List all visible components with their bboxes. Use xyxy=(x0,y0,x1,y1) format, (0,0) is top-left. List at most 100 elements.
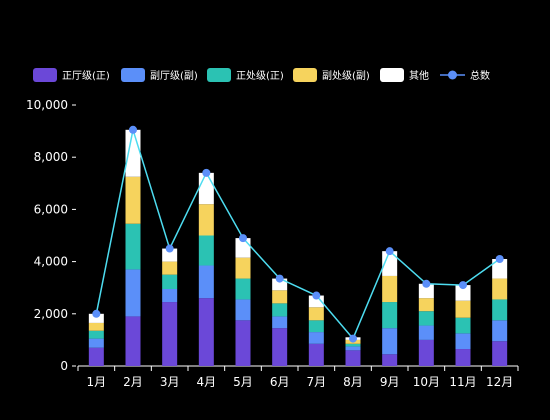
bar-segment-5-10 xyxy=(418,283,434,299)
total-point xyxy=(422,279,431,288)
legend-swatch-2 xyxy=(121,68,145,82)
bar-segment-4-2 xyxy=(125,176,141,224)
bar-segment-4-4 xyxy=(198,204,214,236)
bar-segment-5-9 xyxy=(382,251,398,276)
bar-segment-5-12 xyxy=(492,258,508,279)
x-tick-label: 9月 xyxy=(380,375,400,389)
bar-segment-5-7 xyxy=(308,295,324,308)
bar-segment-3-6 xyxy=(272,303,288,317)
bar-segment-4-12 xyxy=(492,278,508,300)
total-line xyxy=(92,125,504,343)
bar-segment-1-12 xyxy=(492,341,508,366)
bar-segment-2-3 xyxy=(162,289,178,303)
x-tick-label: 10月 xyxy=(413,375,440,389)
bar-segment-2-2 xyxy=(125,269,141,317)
bar-segment-4-7 xyxy=(308,307,324,321)
legend-label-2: 副厅级(副) xyxy=(150,70,198,82)
bar-segment-2-11 xyxy=(455,333,471,350)
total-line-path xyxy=(95,129,501,341)
legend-swatch-3 xyxy=(207,68,231,82)
bar-segment-3-1 xyxy=(88,330,104,339)
legend-label-total: 总数 xyxy=(470,69,490,82)
bar-segment-5-1 xyxy=(88,313,104,323)
bar-segment-4-9 xyxy=(382,275,398,303)
y-tick-label: 4,000 xyxy=(34,255,68,269)
y-tick-label: 2,000 xyxy=(34,307,68,321)
bar-segment-1-5 xyxy=(235,320,251,366)
bar-segment-5-3 xyxy=(162,248,178,262)
bar-segment-4-5 xyxy=(235,257,251,279)
bar-segment-4-6 xyxy=(272,290,288,304)
total-point xyxy=(129,125,137,134)
total-point xyxy=(202,168,211,177)
bar-segment-5-11 xyxy=(455,285,471,301)
bar-segment-2-8 xyxy=(345,346,361,351)
bar-segment-1-9 xyxy=(382,354,398,366)
bar-segment-4-1 xyxy=(88,322,104,331)
legend-swatch-5 xyxy=(380,68,404,82)
bar-segment-2-9 xyxy=(382,328,398,355)
bar-segment-2-12 xyxy=(492,320,508,342)
x-tick-label: 11月 xyxy=(449,375,476,389)
bar-segment-1-6 xyxy=(272,328,288,366)
y-tick-label: 0 xyxy=(60,359,68,373)
bar-segment-3-7 xyxy=(308,320,324,333)
bar-segment-2-7 xyxy=(308,332,324,344)
x-tick-label: 6月 xyxy=(270,375,290,389)
x-tick-label: 7月 xyxy=(307,375,327,389)
bar-segment-4-3 xyxy=(162,261,178,275)
x-tick-label: 5月 xyxy=(233,375,253,389)
y-tick-label: 8,000 xyxy=(34,150,68,164)
bar-segment-3-2 xyxy=(125,223,141,270)
legend-marker-total xyxy=(448,70,457,80)
legend-label-5: 其他 xyxy=(409,69,429,82)
x-tick-label: 8月 xyxy=(343,375,363,389)
bar-segment-3-5 xyxy=(235,278,251,300)
legend: 正厅级(正) 副厅级(副) 正处级(正) 副处级(副) 其他 总数 xyxy=(33,68,490,82)
bar-segment-1-7 xyxy=(308,343,324,366)
x-tick-label: 2月 xyxy=(123,375,143,389)
bar-segment-4-11 xyxy=(455,300,471,318)
bar-segment-1-4 xyxy=(198,298,214,366)
total-point xyxy=(312,291,321,300)
y-tick-label: 6,000 xyxy=(34,202,68,216)
legend-label-3: 正处级(正) xyxy=(236,70,284,82)
bar-segment-1-2 xyxy=(125,316,141,366)
bar-segment-1-11 xyxy=(455,349,471,366)
legend-swatch-1 xyxy=(33,68,57,82)
y-axis: 0 2,000 4,000 6,000 8,000 10,000 xyxy=(26,98,76,373)
total-point xyxy=(349,334,357,343)
total-point xyxy=(165,244,174,253)
bar-segment-3-11 xyxy=(455,317,471,334)
legend-swatch-4 xyxy=(293,68,317,82)
x-tick-label: 4月 xyxy=(197,375,217,389)
bar-segment-2-10 xyxy=(418,325,434,340)
bar-segment-3-9 xyxy=(382,302,398,329)
legend-label-1: 正厅级(正) xyxy=(62,70,110,82)
total-point xyxy=(239,234,247,243)
bar-segment-3-12 xyxy=(492,299,508,321)
total-point xyxy=(459,281,467,290)
bar-segment-3-3 xyxy=(162,274,178,290)
bar-segment-1-1 xyxy=(88,347,104,366)
x-tick-label: 12月 xyxy=(486,375,513,389)
x-tick-label: 1月 xyxy=(87,375,107,389)
x-axis: 1月 2月 3月 4月 5月 6月 7月 8月 9月 10月 11月 12月 xyxy=(77,365,519,389)
bar-segment-2-5 xyxy=(235,299,251,321)
y-tick-label: 10,000 xyxy=(26,98,68,112)
total-point xyxy=(92,309,101,318)
total-point xyxy=(385,247,394,256)
bar-segment-1-8 xyxy=(345,350,361,366)
total-point xyxy=(495,254,504,263)
bar-segment-4-10 xyxy=(418,298,434,312)
bar-segment-5-6 xyxy=(272,278,288,291)
x-tick-label: 3月 xyxy=(160,375,180,389)
bar-segment-5-4 xyxy=(198,172,214,205)
total-point xyxy=(275,274,284,283)
bars xyxy=(88,129,508,366)
bar-segment-3-8 xyxy=(345,343,361,347)
bar-segment-2-4 xyxy=(198,265,214,299)
bar-segment-1-3 xyxy=(162,302,178,366)
